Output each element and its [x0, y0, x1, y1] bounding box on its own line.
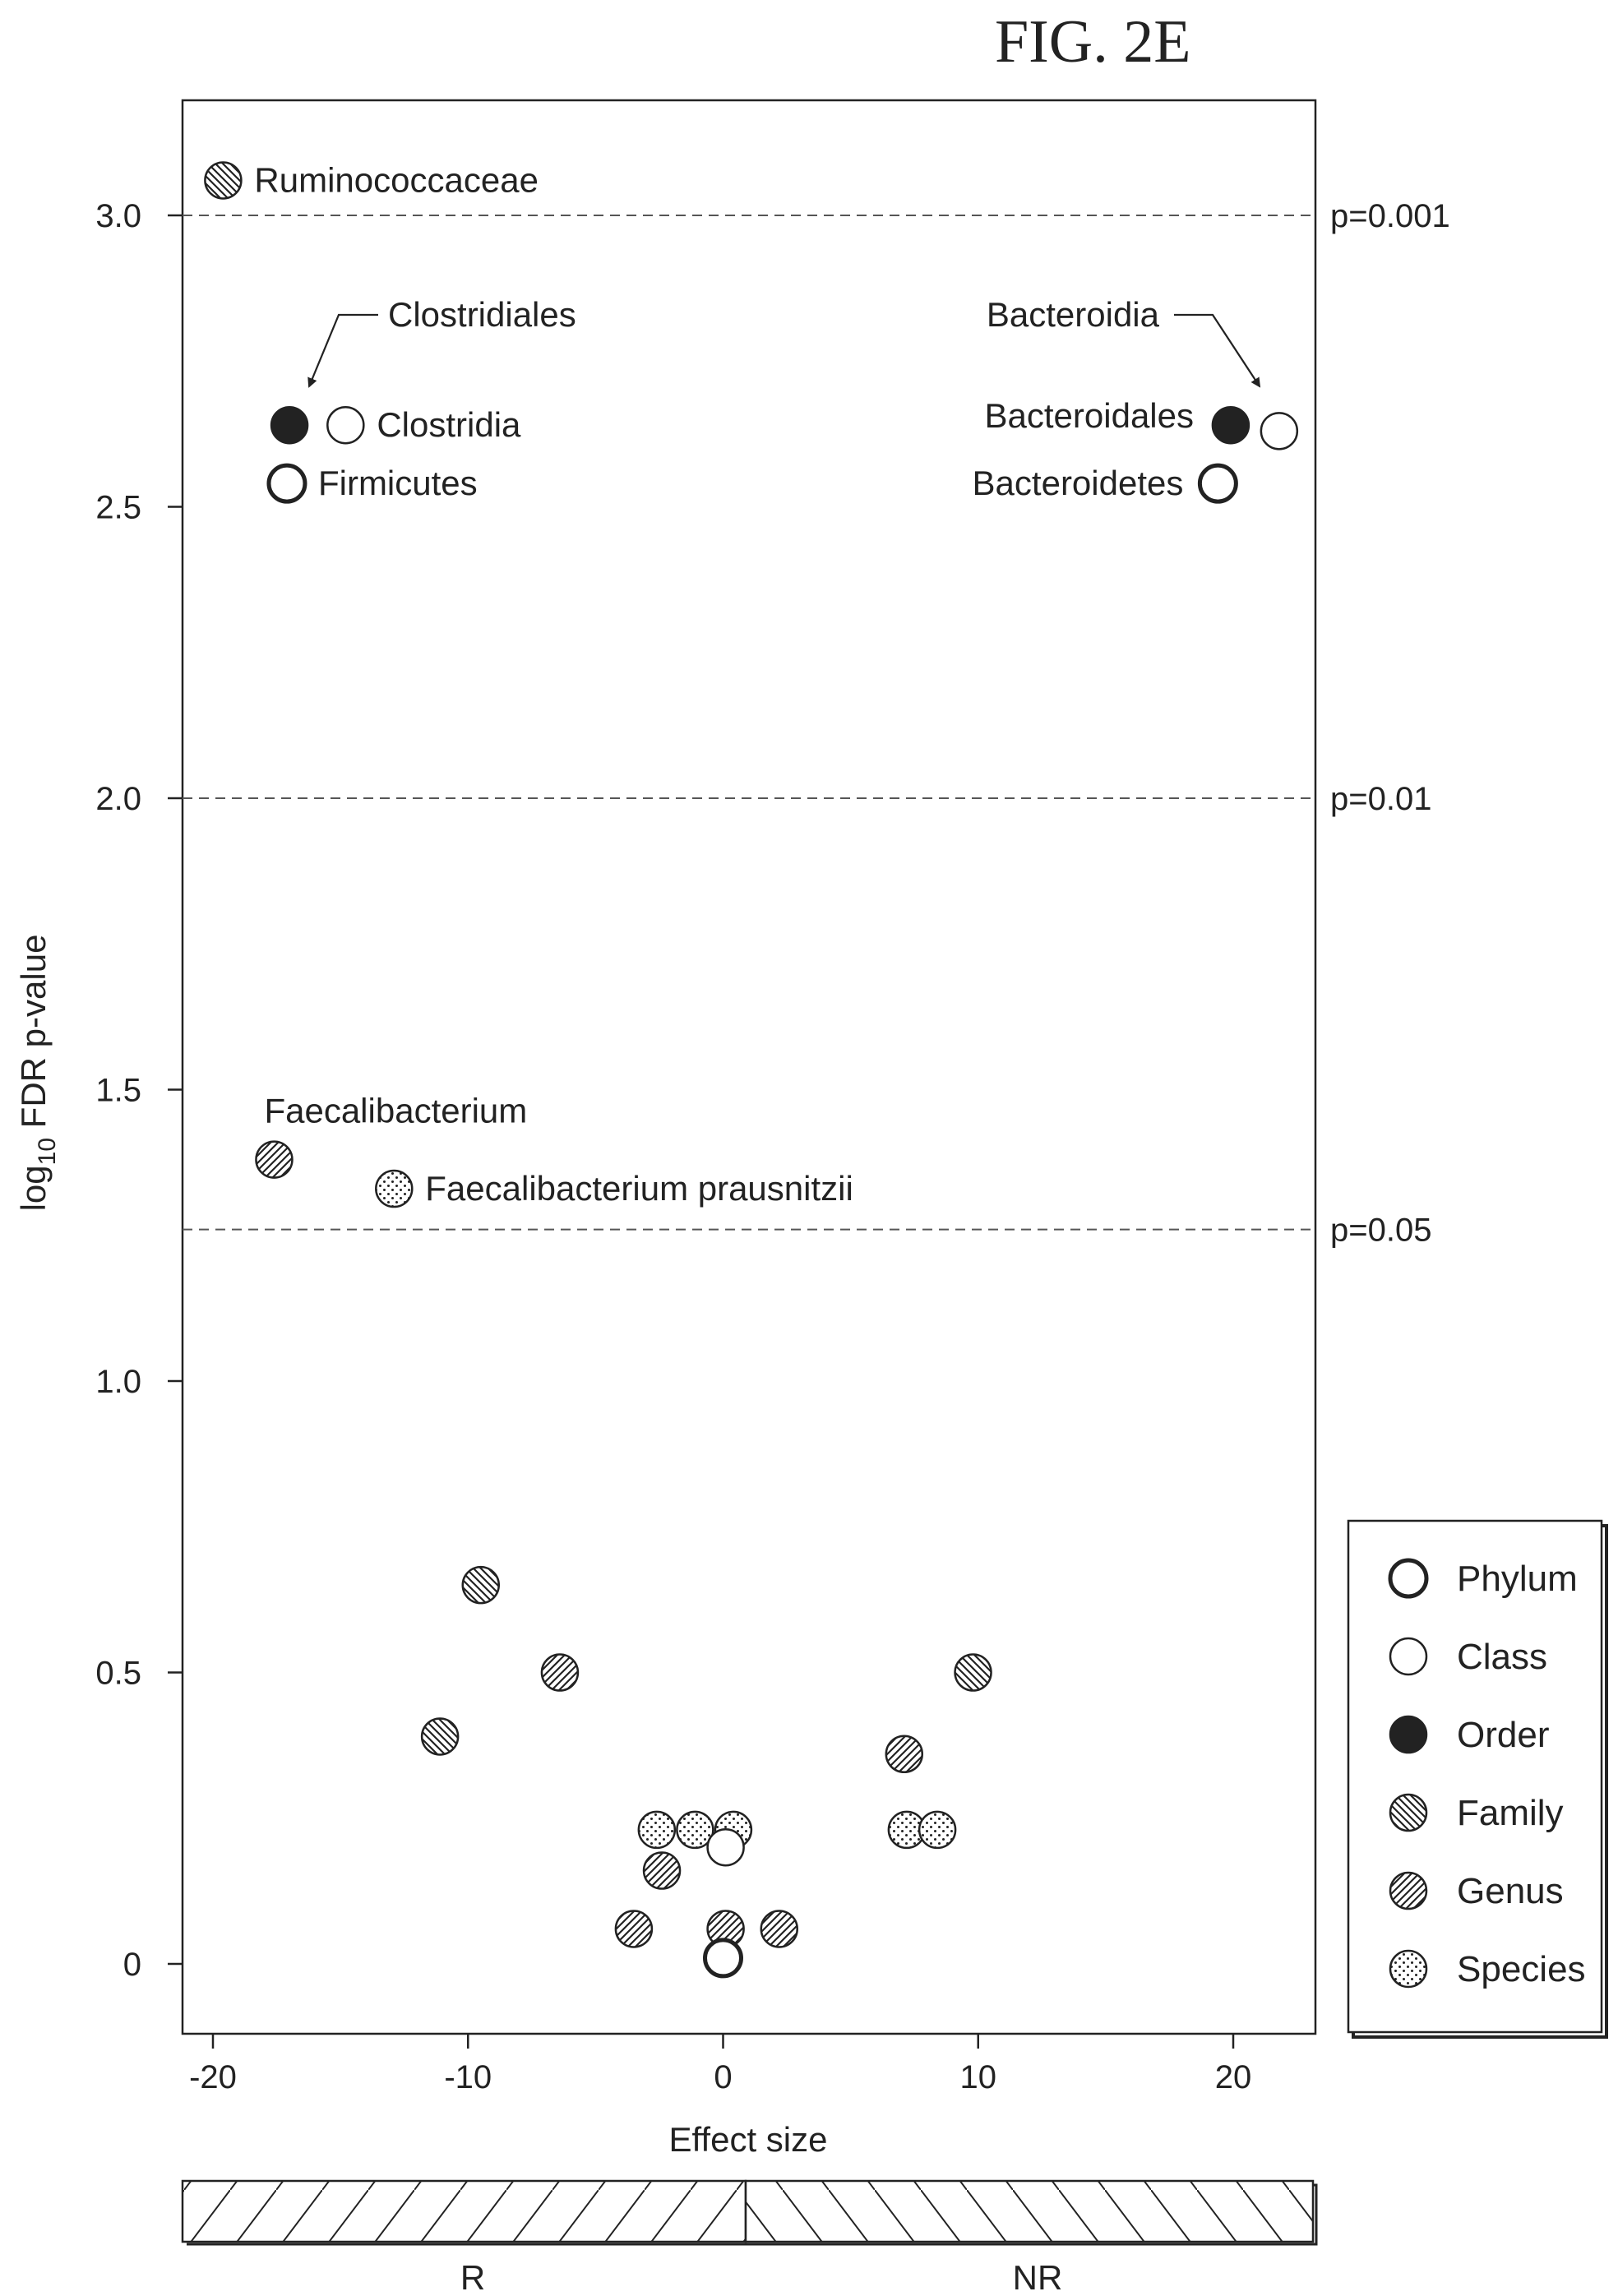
legend-label-species: Species	[1457, 1949, 1586, 1989]
point-label-6: Bacteroidetes	[973, 464, 1184, 502]
legend: Phylum Class Order Family Genus Species	[1388, 1558, 1586, 1989]
callout-bacteroidales: Bacteroidales	[985, 396, 1194, 435]
point-family-11	[420, 1717, 460, 1756]
x-axis-label: Effect size	[669, 2120, 828, 2159]
point-genus-13	[885, 1735, 924, 1774]
legend-marker-class	[1389, 1637, 1428, 1676]
point-label-7: Faecalibacterium	[264, 1092, 527, 1130]
legend-marker-family	[1389, 1793, 1428, 1832]
legend-box	[1347, 1519, 1603, 2034]
callout-bacteroidia: Bacteroidia	[987, 295, 1160, 334]
y-tick-label-5: 2.5	[95, 490, 141, 526]
bar-nr	[744, 2179, 1315, 2243]
y-tick-label-1: 0.5	[95, 1656, 141, 1692]
threshold-label-0: p=0.001	[1330, 198, 1450, 234]
threshold-label-2: p=0.05	[1330, 1213, 1431, 1249]
threshold-label-1: p=0.01	[1330, 781, 1431, 817]
point-class-19	[706, 1827, 745, 1867]
callout-arrow-bacteroidia	[1174, 313, 1261, 388]
point-family-0	[204, 161, 243, 200]
callout-arrow-clostridiales	[307, 313, 378, 388]
y-axis: 0 0.5 1.0 1.5 2.0 2.5 3.0	[95, 198, 183, 1983]
point-species-17	[676, 1810, 714, 1850]
y-tick-label-3: 1.5	[95, 1073, 141, 1109]
legend-label-family: Family	[1457, 1793, 1564, 1833]
bar-r-label: R	[460, 2258, 485, 2296]
point-family-9	[461, 1565, 501, 1605]
point-genus-7	[255, 1140, 294, 1179]
x-tick-label-4: 20	[1215, 2059, 1252, 2095]
y-tick-label-4: 2.0	[95, 781, 141, 817]
x-tick-label-2: 0	[714, 2059, 732, 2095]
point-phylum-24	[703, 1938, 743, 1979]
point-labels: Ruminococcaceae Clostridia Firmicutes Bacte…	[254, 160, 1183, 1208]
legend-label-class: Class	[1457, 1637, 1547, 1677]
y-axis-label-subscript: 10	[34, 1138, 61, 1165]
callout-clostridiales: Clostridiales	[388, 295, 576, 334]
legend-label-genus: Genus	[1457, 1871, 1564, 1911]
x-tick-label-3: 10	[960, 2059, 997, 2095]
point-phylum-6	[1197, 463, 1238, 504]
x-tick-label-0: -20	[189, 2059, 237, 2095]
y-tick-label-2: 1.0	[95, 1364, 141, 1400]
point-label-0: Ruminococcaceae	[254, 160, 539, 199]
point-species-8	[375, 1169, 414, 1208]
legend-label-order: Order	[1457, 1715, 1549, 1755]
y-axis-label-rest: FDR p-value	[14, 935, 53, 1138]
point-genus-20	[642, 1851, 682, 1890]
scatter-points	[204, 161, 1299, 1979]
y-axis-label-log: log	[14, 1165, 53, 1211]
point-species-16	[637, 1810, 677, 1850]
threshold-lines: p=0.001 p=0.01 p=0.05	[183, 198, 1450, 1249]
point-species-15	[918, 1810, 957, 1850]
legend-marker-genus	[1389, 1871, 1428, 1910]
bar-nr-label: NR	[1013, 2258, 1063, 2296]
bar-nr-shadow	[187, 2183, 1318, 2246]
point-family-12	[954, 1653, 992, 1692]
point-order-1	[270, 405, 309, 445]
legend-label-phylum: Phylum	[1457, 1559, 1578, 1599]
point-phylum-3	[266, 463, 307, 504]
y-tick-label-0: 0	[123, 1947, 141, 1983]
legend-marker-order	[1389, 1715, 1428, 1754]
point-label-8: Faecalibacterium prausnitzii	[425, 1169, 853, 1208]
legend-marker-species	[1389, 1949, 1428, 1989]
legend-marker-phylum	[1388, 1558, 1429, 1599]
legend-shadow	[1352, 1524, 1608, 2039]
point-class-2	[326, 405, 365, 445]
point-label-3: Firmicutes	[318, 464, 478, 502]
x-axis: -20 -10 0 10 20	[189, 2034, 1251, 2095]
point-genus-21	[614, 1910, 654, 1948]
y-axis-label: log10 FDR p-value	[14, 935, 61, 1212]
point-order-4	[1211, 405, 1250, 445]
point-class-5	[1260, 412, 1299, 450]
bar-r	[181, 2179, 747, 2243]
figure-label: FIG. 2E	[995, 8, 1190, 76]
point-label-2: Clostridia	[377, 405, 521, 444]
point-genus-23	[760, 1910, 799, 1948]
point-genus-10	[540, 1653, 580, 1692]
y-tick-label-6: 3.0	[95, 198, 141, 234]
plot-frame	[181, 99, 1317, 2035]
x-tick-label-1: -10	[444, 2059, 492, 2095]
